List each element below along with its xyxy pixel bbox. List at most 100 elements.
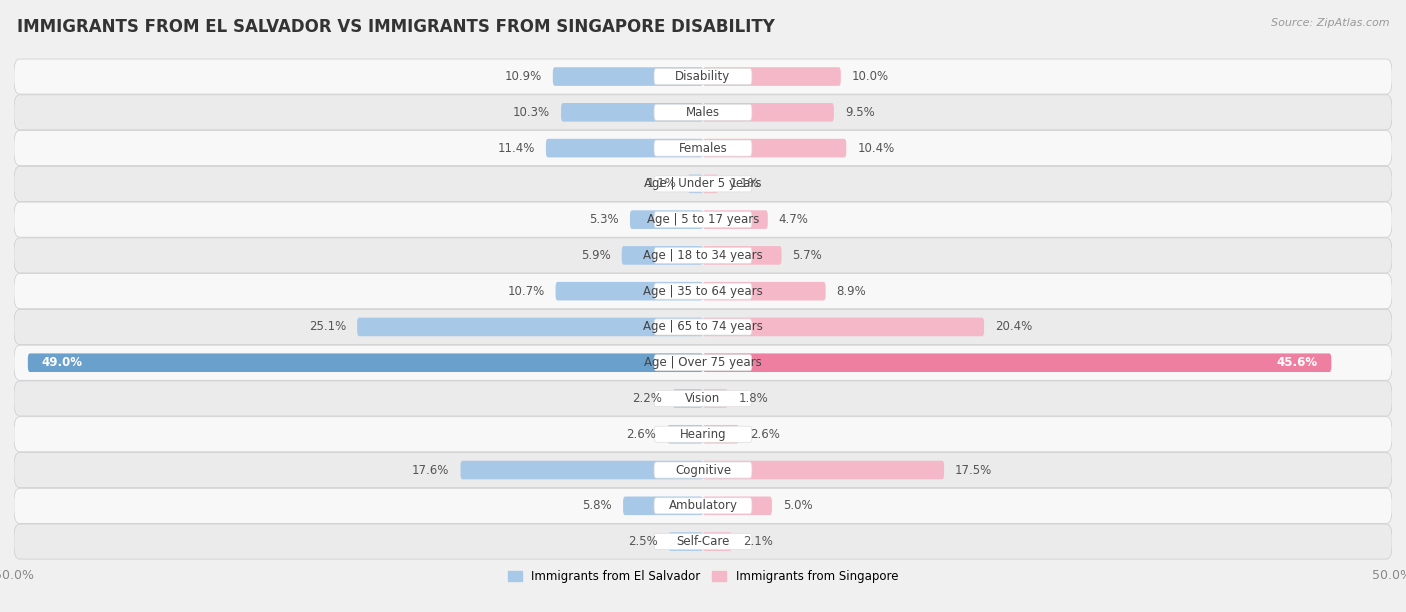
Text: 25.1%: 25.1% [309,321,346,334]
Text: Disability: Disability [675,70,731,83]
FancyBboxPatch shape [654,212,752,228]
Text: IMMIGRANTS FROM EL SALVADOR VS IMMIGRANTS FROM SINGAPORE DISABILITY: IMMIGRANTS FROM EL SALVADOR VS IMMIGRANT… [17,18,775,36]
Text: 17.5%: 17.5% [955,463,993,477]
FancyBboxPatch shape [461,461,703,479]
FancyBboxPatch shape [703,246,782,265]
FancyBboxPatch shape [654,247,752,263]
Text: 1.1%: 1.1% [730,177,759,190]
Text: 2.5%: 2.5% [628,535,658,548]
Text: 10.0%: 10.0% [852,70,889,83]
FancyBboxPatch shape [703,353,1331,372]
FancyBboxPatch shape [14,310,1392,345]
Text: 2.6%: 2.6% [749,428,780,441]
FancyBboxPatch shape [654,462,752,478]
FancyBboxPatch shape [14,95,1392,130]
FancyBboxPatch shape [561,103,703,122]
FancyBboxPatch shape [553,67,703,86]
FancyBboxPatch shape [703,211,768,229]
FancyBboxPatch shape [14,59,1392,94]
Text: 10.7%: 10.7% [508,285,544,297]
Text: Vision: Vision [685,392,721,405]
FancyBboxPatch shape [14,238,1392,273]
Text: Self-Care: Self-Care [676,535,730,548]
FancyBboxPatch shape [14,202,1392,237]
Text: 5.3%: 5.3% [589,213,619,226]
FancyBboxPatch shape [703,103,834,122]
FancyBboxPatch shape [14,381,1392,416]
Text: 17.6%: 17.6% [412,463,450,477]
Text: 1.1%: 1.1% [647,177,676,190]
FancyBboxPatch shape [703,318,984,336]
FancyBboxPatch shape [654,426,752,442]
FancyBboxPatch shape [630,211,703,229]
FancyBboxPatch shape [703,389,728,408]
Text: 10.9%: 10.9% [505,70,541,83]
Text: 11.4%: 11.4% [498,141,534,155]
FancyBboxPatch shape [654,319,752,335]
Text: 45.6%: 45.6% [1277,356,1317,369]
FancyBboxPatch shape [703,282,825,300]
FancyBboxPatch shape [14,417,1392,452]
Text: Males: Males [686,106,720,119]
Text: 8.9%: 8.9% [837,285,866,297]
FancyBboxPatch shape [669,532,703,551]
FancyBboxPatch shape [654,69,752,84]
FancyBboxPatch shape [654,176,752,192]
FancyBboxPatch shape [688,174,703,193]
FancyBboxPatch shape [555,282,703,300]
Text: Hearing: Hearing [679,428,727,441]
FancyBboxPatch shape [668,425,703,444]
FancyBboxPatch shape [654,283,752,299]
Text: 4.7%: 4.7% [779,213,808,226]
FancyBboxPatch shape [654,355,752,371]
FancyBboxPatch shape [621,246,703,265]
FancyBboxPatch shape [546,139,703,157]
Text: 2.6%: 2.6% [626,428,657,441]
FancyBboxPatch shape [623,496,703,515]
FancyBboxPatch shape [703,67,841,86]
FancyBboxPatch shape [672,389,703,408]
FancyBboxPatch shape [703,496,772,515]
FancyBboxPatch shape [654,498,752,514]
FancyBboxPatch shape [14,524,1392,559]
FancyBboxPatch shape [357,318,703,336]
Text: Age | 65 to 74 years: Age | 65 to 74 years [643,321,763,334]
Text: Age | 18 to 34 years: Age | 18 to 34 years [643,249,763,262]
Text: 5.0%: 5.0% [783,499,813,512]
Text: 2.2%: 2.2% [631,392,662,405]
Text: 1.8%: 1.8% [738,392,769,405]
Text: 49.0%: 49.0% [42,356,83,369]
FancyBboxPatch shape [654,104,752,121]
FancyBboxPatch shape [654,140,752,156]
Text: Age | 35 to 64 years: Age | 35 to 64 years [643,285,763,297]
Text: Cognitive: Cognitive [675,463,731,477]
FancyBboxPatch shape [14,452,1392,488]
Text: Source: ZipAtlas.com: Source: ZipAtlas.com [1271,18,1389,28]
FancyBboxPatch shape [14,166,1392,201]
Legend: Immigrants from El Salvador, Immigrants from Singapore: Immigrants from El Salvador, Immigrants … [503,565,903,588]
FancyBboxPatch shape [14,488,1392,523]
FancyBboxPatch shape [703,532,733,551]
Text: 10.4%: 10.4% [858,141,894,155]
FancyBboxPatch shape [14,345,1392,380]
Text: 5.8%: 5.8% [582,499,612,512]
FancyBboxPatch shape [28,353,703,372]
Text: Age | Over 75 years: Age | Over 75 years [644,356,762,369]
Text: 2.1%: 2.1% [742,535,773,548]
Text: Age | Under 5 years: Age | Under 5 years [644,177,762,190]
Text: 9.5%: 9.5% [845,106,875,119]
FancyBboxPatch shape [703,461,945,479]
FancyBboxPatch shape [654,534,752,550]
Text: Females: Females [679,141,727,155]
Text: 5.7%: 5.7% [793,249,823,262]
FancyBboxPatch shape [14,130,1392,166]
FancyBboxPatch shape [14,274,1392,308]
Text: 20.4%: 20.4% [995,321,1032,334]
Text: Ambulatory: Ambulatory [668,499,738,512]
Text: 5.9%: 5.9% [581,249,610,262]
Text: 10.3%: 10.3% [513,106,550,119]
FancyBboxPatch shape [703,425,738,444]
FancyBboxPatch shape [654,390,752,406]
FancyBboxPatch shape [703,139,846,157]
Text: Age | 5 to 17 years: Age | 5 to 17 years [647,213,759,226]
